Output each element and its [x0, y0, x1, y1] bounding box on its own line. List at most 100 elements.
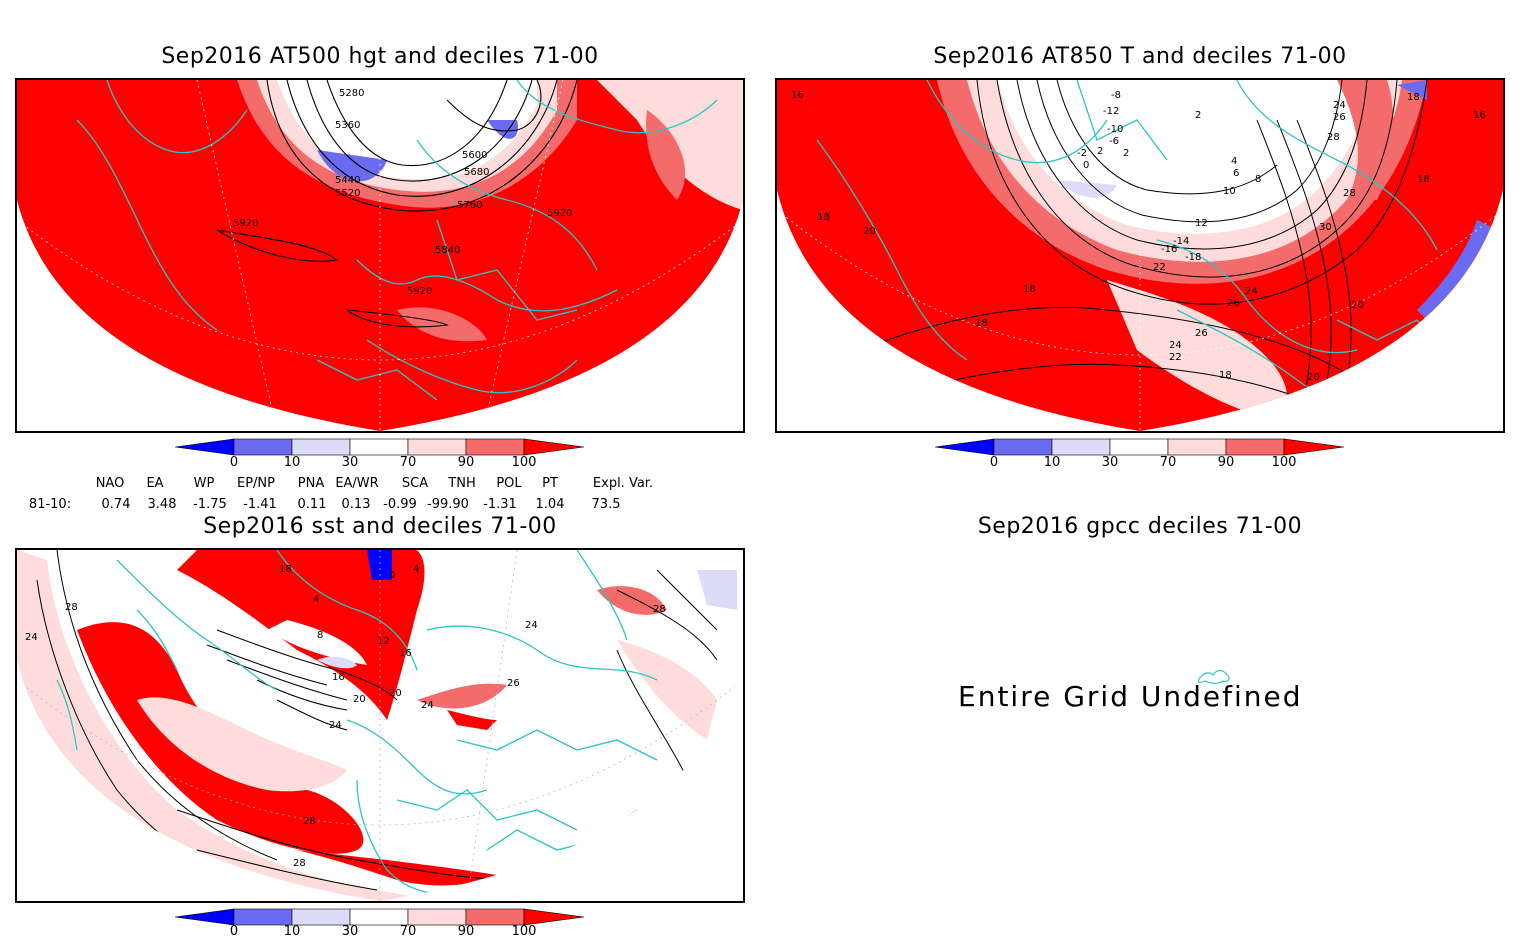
index-header: EA/WR: [335, 476, 379, 491]
index-value: -1.75: [193, 497, 227, 512]
index-value: -1.41: [243, 497, 277, 512]
sst-contour-label: 16: [399, 648, 412, 659]
hgt-contour-label: 5600: [462, 150, 487, 161]
sst-map: 28 24 18 4 8 12 16 20 24 28 28 0 4 16 20…: [15, 548, 745, 903]
sst-contour-label: 0: [389, 570, 395, 581]
t850-contour-label: 26: [1333, 112, 1346, 123]
hgt-contour-label: 5280: [339, 88, 364, 99]
gpcc-panel-title: Sep2016 gpcc deciles 71-00: [977, 514, 1303, 539]
index-value: 0.13: [341, 497, 371, 512]
t850-contour-label: 16: [1473, 110, 1486, 121]
t850-contour-label: 4: [1231, 156, 1237, 167]
sst-panel-title: Sep2016 sst and deciles 71-00: [203, 514, 557, 539]
t850-contour-label: -6: [1109, 136, 1119, 147]
t850-contour-label: 18: [817, 212, 830, 223]
t850-contour-label: 18: [1023, 284, 1036, 295]
legend-tick: 70: [399, 455, 417, 470]
t850-contour-label: 18: [1219, 370, 1232, 381]
legend-tick: 70: [399, 924, 417, 939]
hgt-panel-title: Sep2016 AT500 hgt and deciles 71-00: [161, 44, 599, 69]
t850-contour-label: 22: [1169, 352, 1182, 363]
t850-contour-label: 24: [1333, 100, 1346, 111]
t850-contour-label: 28: [1343, 188, 1356, 199]
index-header: WP: [193, 476, 215, 491]
indices-header-row: NAO EA WP EP/NP PNA EA/WR SCA TNH POL PT…: [0, 476, 760, 494]
t850-contour-label: 2: [1123, 148, 1129, 159]
t850-contour-label: -18: [1185, 252, 1201, 263]
legend-swatch-90: [465, 438, 525, 456]
sst-contour-label: 24: [421, 700, 434, 711]
sst-decile-legend: 0 10 30 70 90 100: [170, 907, 590, 940]
index-header: TNH: [448, 476, 476, 491]
t850-contour-label: 2: [1097, 146, 1103, 157]
legend-tick: 10: [283, 455, 301, 470]
index-header: SCA: [401, 476, 429, 491]
t850-contour-label: -14: [1173, 236, 1189, 247]
index-header: EA: [146, 476, 164, 491]
legend-tick: 90: [457, 455, 475, 470]
t850-contour-label: -16: [1161, 244, 1177, 255]
t850-contour-label: 20: [863, 226, 876, 237]
hgt-contour-label: 5920: [547, 208, 572, 219]
t850-contour-label: 26: [1227, 298, 1240, 309]
index-value: -99.90: [427, 497, 469, 512]
sst-contour-label: 20: [353, 694, 366, 705]
hgt-contour-label: 5360: [335, 120, 360, 131]
hgt-contour-label: 5440: [335, 175, 360, 186]
t850-contour-label: 12: [1195, 218, 1208, 229]
sst-contour-label: 16: [332, 672, 345, 683]
legend-tick: 30: [1101, 455, 1119, 470]
index-value: 0.74: [101, 497, 131, 512]
t850-contour-label: 20: [1351, 300, 1364, 311]
legend-tick: 0: [229, 924, 239, 939]
sst-contour-label: 4: [313, 594, 319, 605]
t850-contour-label: -12: [1103, 106, 1119, 117]
t850-panel-title: Sep2016 AT850 T and deciles 71-00: [933, 44, 1347, 69]
t850-contour-label: 30: [1319, 222, 1332, 233]
indices-value-row: 81-10: 0.74 3.48 -1.75 -1.41 0.11 0.13 -…: [0, 497, 760, 515]
t850-contour-label: 20: [1307, 372, 1320, 383]
sst-contour-label: 12: [377, 636, 390, 647]
t850-contour-label: 2: [1195, 110, 1201, 121]
index-header: NAO: [95, 476, 125, 491]
t850-contour-label: -2: [1077, 148, 1087, 159]
index-value: 0.11: [297, 497, 327, 512]
t850-contour-label: 28: [1327, 132, 1340, 143]
sst-contour-label: 26: [507, 678, 520, 689]
legend-swatch-10: [233, 438, 293, 456]
legend-swatch-100: [523, 438, 585, 456]
legend-tick: 30: [341, 455, 359, 470]
index-header: Expl. Var.: [592, 476, 654, 491]
sst-contour-label: 28: [653, 604, 666, 615]
hgt-contour-label: 5520: [335, 188, 360, 199]
sst-contour-label: 20: [389, 688, 402, 699]
hgt-map: 5280 5360 5440 5520 5600 5680 5760 5840 …: [15, 78, 745, 433]
index-header: PNA: [297, 476, 325, 491]
t850-contour-label: 18: [975, 318, 988, 329]
hgt-contour-label: 5760: [457, 200, 482, 211]
t850-contour-label: 16: [791, 90, 804, 101]
legend-swatch-0: [174, 438, 235, 456]
hgt-decile-legend: 0 10 30 70 90 100: [170, 437, 590, 477]
legend-tick: 100: [511, 455, 537, 470]
sst-contour-label: 24: [525, 620, 538, 631]
index-header: PT: [542, 476, 558, 491]
t850-contour-label: 18: [1407, 92, 1420, 103]
legend-tick: 70: [1159, 455, 1177, 470]
legend-tick: 30: [341, 924, 359, 939]
sst-contour-label: 28: [303, 816, 316, 827]
hgt-contour-label: 5680: [464, 167, 489, 178]
index-value: 73.5: [591, 497, 621, 512]
legend-tick: 10: [283, 924, 301, 939]
t850-map: 16 18 20 18 18 -8 -12 -10 -6 2 0 2 -2 2 …: [775, 78, 1505, 433]
t850-contour-label: -10: [1107, 124, 1123, 135]
legend-swatch-30: [291, 438, 351, 456]
legend-tick: 90: [1217, 455, 1235, 470]
t850-contour-label: 10: [1223, 186, 1236, 197]
index-value: -1.31: [483, 497, 517, 512]
t850-contour-label: 18: [1417, 174, 1430, 185]
sst-contour-label: 24: [25, 632, 38, 643]
t850-contour-label: 22: [1153, 262, 1166, 273]
t850-contour-label: -8: [1111, 90, 1121, 101]
legend-tick: 100: [1271, 455, 1297, 470]
